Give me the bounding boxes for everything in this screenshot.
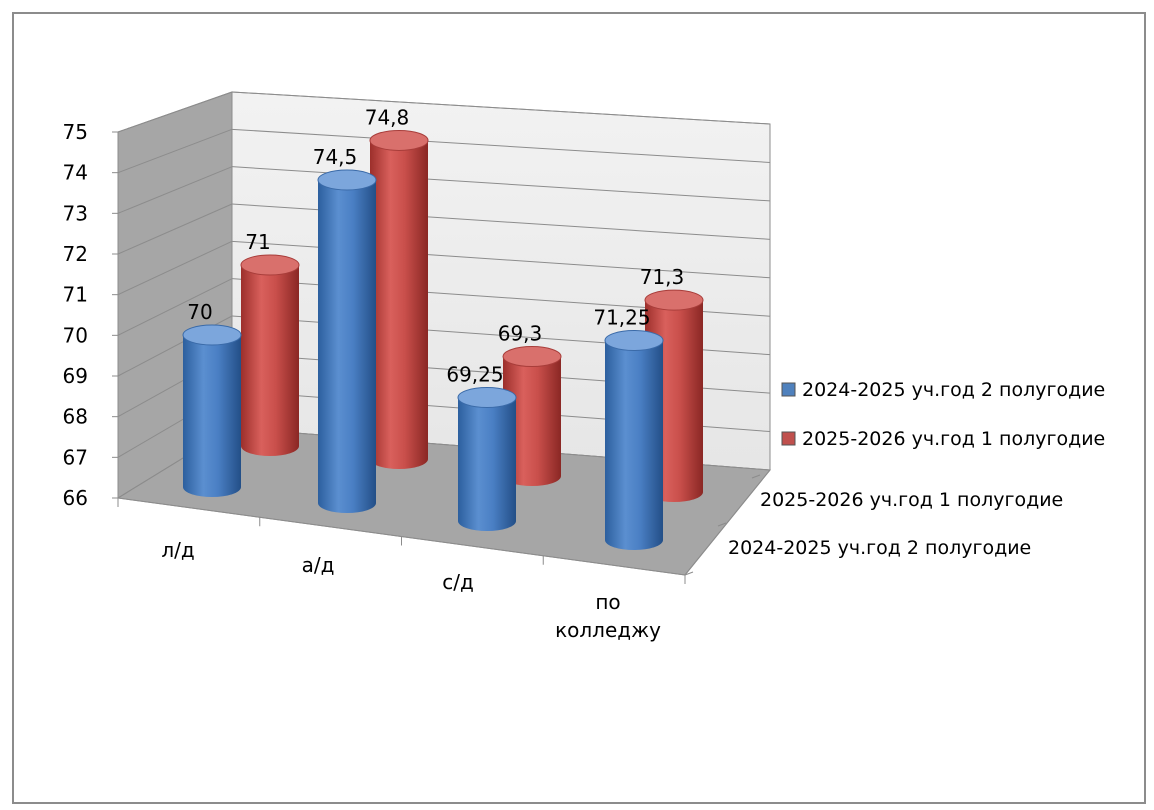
side-gridline: [117, 128, 233, 174]
side-gridline: [117, 166, 233, 214]
gridline: [231, 91, 771, 125]
bar-top: [502, 346, 562, 368]
bar-top: [240, 254, 300, 276]
y-tick-label: 71: [63, 283, 88, 307]
depth-axis: [684, 469, 771, 576]
y-tick-label: 73: [63, 201, 88, 225]
bar-top: [604, 330, 664, 351]
side-gridline: [117, 203, 233, 255]
bar-body: [605, 340, 663, 550]
depth-tick: [751, 474, 761, 479]
bar-red-1: [369, 129, 429, 469]
depth-label: 2025-2026 уч.год 1 полугодие: [760, 489, 1063, 511]
bar-top: [182, 324, 242, 346]
side-gridline: [117, 91, 233, 133]
legend-swatch: [781, 382, 796, 397]
y-tick-label: 69: [63, 364, 88, 388]
bar-body: [458, 397, 516, 531]
depth-tick: [717, 522, 727, 527]
bar-red-0: [240, 254, 300, 456]
data-label: 74,5: [313, 145, 358, 169]
bar-body: [370, 140, 428, 469]
legend-label: 2025-2026 уч.год 1 полугодие: [802, 428, 1105, 450]
legend-swatch: [781, 431, 796, 446]
depth-tick: [684, 571, 694, 576]
bar-top: [457, 387, 517, 408]
category-label: по колледжу: [555, 590, 661, 642]
category-label: а/д: [302, 553, 335, 577]
legend: 2024-2025 уч.год 2 полугодие 2025-2026 уч…: [781, 379, 1105, 450]
chart-bars: [182, 129, 704, 550]
side-gridline: [117, 240, 233, 296]
depth-label: 2024-2025 уч.год 2 полугодие: [728, 537, 1031, 559]
chart-labels: 71 74,8 69,3 71,3 70 74,5 69,25 71,25: [187, 105, 684, 386]
bar-top: [644, 289, 704, 311]
category-label: с/д: [442, 570, 474, 594]
bar-red-2: [502, 346, 562, 486]
bar-body: [503, 356, 561, 486]
bar-body: [183, 335, 241, 497]
data-label: 69,3: [498, 322, 543, 346]
y-tick-label: 74: [63, 161, 88, 185]
y-tick-label: 72: [63, 242, 88, 266]
side-gridline: [117, 278, 233, 336]
y-tick-label: 68: [63, 405, 88, 429]
bar-blue-1: [317, 169, 377, 513]
chart-axes: 66 67 68 69 70 71 72 73 74 75 л/д а/д с/д по колледжу 2…: [63, 120, 1064, 642]
y-tick-label: 70: [63, 323, 88, 347]
bar-top: [317, 169, 377, 191]
legend-label: 2024-2025 уч.год 2 полугодие: [802, 379, 1105, 401]
data-label: 71,3: [640, 265, 685, 289]
y-tick-label: 67: [63, 445, 88, 469]
data-label: 70: [187, 300, 212, 324]
bar-body: [318, 180, 376, 513]
data-label: 71: [245, 230, 270, 254]
bar-body: [241, 265, 299, 456]
bar-blue-3: [604, 330, 664, 550]
data-label: 74,8: [365, 105, 410, 129]
bar-blue-0: [182, 324, 242, 497]
data-label: 69,25: [446, 363, 503, 387]
y-tick-label: 75: [63, 120, 88, 144]
bar-top: [369, 129, 429, 151]
gridline: [231, 166, 771, 202]
gridline: [231, 128, 771, 163]
bar-blue-2: [457, 387, 517, 531]
data-label: 71,25: [593, 306, 650, 330]
category-label: л/д: [161, 538, 194, 562]
y-tick-label: 66: [63, 486, 88, 510]
